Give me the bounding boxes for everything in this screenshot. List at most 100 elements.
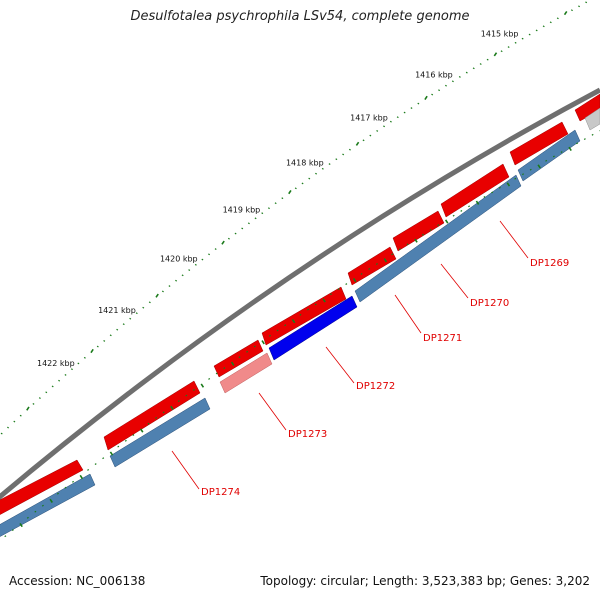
inner-minor-tick (147, 422, 150, 425)
inner-major-tick (19, 522, 23, 528)
inner-minor-tick (155, 417, 158, 419)
inner-minor-tick (26, 516, 29, 519)
cds-reverse[interactable] (517, 129, 581, 182)
minor-tick (585, 1, 588, 4)
minor-tick (181, 274, 184, 277)
inner-minor-tick (117, 445, 120, 448)
inner-major-tick (352, 278, 357, 283)
cds-pale[interactable] (219, 352, 273, 394)
minor-tick (348, 148, 351, 151)
cds-highlight[interactable] (268, 295, 358, 361)
cds-forward[interactable] (347, 246, 397, 286)
minor-tick (410, 107, 413, 109)
minor-tick (129, 317, 132, 320)
gene-label[interactable]: DP1273 (288, 429, 327, 440)
inner-minor-tick (208, 378, 211, 380)
tick-label: 1418 kbp (286, 158, 324, 167)
inner-minor-tick (514, 177, 517, 180)
minor-tick (521, 37, 524, 40)
minor-tick (465, 71, 468, 74)
scale-dots (0, 1, 588, 435)
inner-minor-tick (276, 329, 279, 332)
inner-minor-tick (215, 372, 218, 375)
inner-minor-tick (460, 210, 463, 212)
minor-tick (77, 362, 80, 365)
minor-tick (342, 153, 345, 156)
cds-forward[interactable] (0, 459, 84, 520)
gene-label[interactable]: DP1274 (201, 487, 240, 498)
inner-major-tick (261, 340, 265, 345)
inner-minor-tick (253, 345, 256, 348)
minor-tick (369, 134, 372, 137)
cds-forward[interactable] (103, 380, 201, 451)
major-tick (90, 348, 94, 354)
gene-label[interactable]: DP1270 (470, 298, 509, 309)
minor-tick (45, 391, 48, 394)
gene-label[interactable]: DP1272 (356, 381, 395, 392)
minor-tick (281, 197, 284, 200)
inner-major-tick (475, 200, 480, 205)
minor-tick (201, 258, 204, 261)
cds-reverse[interactable] (0, 473, 96, 542)
inner-major-tick (109, 451, 114, 456)
inner-minor-tick (192, 389, 195, 391)
minor-tick (116, 328, 119, 331)
minor-tick (315, 172, 318, 175)
inner-minor-tick (307, 308, 310, 311)
gene-label[interactable]: DP1271 (423, 333, 462, 344)
forward-track (0, 93, 600, 520)
minor-tick (214, 248, 217, 250)
inner-minor-tick (529, 168, 532, 171)
minor-tick (58, 379, 61, 382)
inner-major-tick (230, 361, 235, 366)
inner-minor-tick (345, 283, 348, 285)
minor-tick (396, 116, 399, 119)
minor-tick (208, 253, 211, 256)
minor-tick (542, 25, 545, 28)
inner-minor-tick (314, 303, 317, 306)
inner-major-tick (79, 474, 84, 480)
minor-tick (556, 17, 559, 20)
reverse-track (0, 107, 600, 542)
cds-forward[interactable] (574, 93, 600, 122)
inner-minor-tick (375, 263, 378, 265)
minor-tick (500, 50, 503, 53)
minor-tick (389, 120, 392, 123)
major-tick (563, 10, 568, 16)
tick-label: 1415 kbp (481, 30, 519, 39)
cds-reverse[interactable] (354, 174, 522, 303)
inner-minor-tick (87, 469, 90, 471)
cds-reverse[interactable] (109, 397, 211, 468)
major-tick (355, 141, 360, 146)
inner-minor-tick (368, 268, 371, 270)
inner-minor-tick (132, 434, 135, 437)
inner-minor-tick (337, 288, 340, 291)
cds-forward[interactable] (440, 163, 510, 218)
inner-major-tick (383, 258, 388, 263)
inner-minor-tick (11, 529, 14, 531)
map-title: Desulfotalea psychrophila LSv54, complet… (130, 9, 470, 24)
inner-minor-tick (64, 486, 67, 489)
minor-tick (528, 33, 531, 36)
inner-minor-tick (34, 510, 37, 513)
inner-major-tick (170, 405, 174, 410)
inner-minor-tick (421, 233, 424, 236)
inner-major-tick (506, 182, 511, 187)
minor-tick (549, 21, 552, 24)
inner-minor-tick (102, 457, 105, 460)
minor-tick (13, 420, 16, 423)
inner-minor-tick (545, 159, 548, 162)
minor-tick (51, 385, 54, 388)
cds-forward[interactable] (392, 210, 445, 252)
leader-line (258, 392, 287, 431)
major-tick (155, 293, 159, 298)
minor-tick (321, 167, 324, 170)
inner-major-tick (537, 164, 541, 169)
cds-forward[interactable] (509, 121, 569, 166)
cds-grey[interactable] (584, 107, 600, 131)
minor-tick (19, 414, 22, 417)
gene-label[interactable]: DP1269 (530, 258, 569, 269)
inner-scale-dots (4, 130, 600, 538)
inner-major-tick (200, 383, 205, 388)
